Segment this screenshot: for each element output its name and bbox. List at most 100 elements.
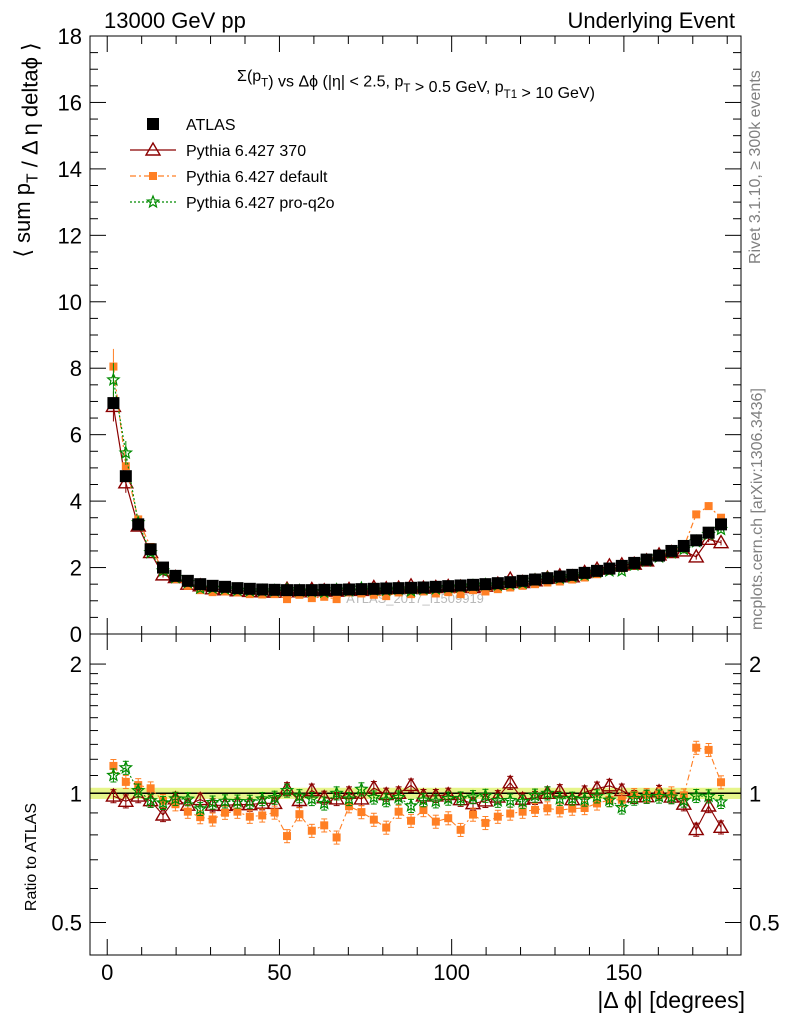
ratio-point — [431, 817, 440, 826]
data-point — [712, 534, 730, 549]
data-point — [208, 588, 217, 597]
ratio-point — [568, 804, 577, 813]
ratio-point — [329, 785, 344, 800]
ratio-point — [527, 787, 543, 802]
ratio-point — [279, 782, 295, 797]
data-point — [332, 595, 341, 604]
ratio-point — [444, 814, 453, 823]
ratio-point — [712, 818, 730, 834]
ratio-point — [192, 801, 208, 816]
data-point — [106, 372, 121, 387]
x-axis-title: |Δ ϕ| [degrees] — [597, 987, 745, 1013]
ratio-y-tick-label-right: 1 — [749, 781, 761, 806]
data-point — [417, 581, 430, 594]
data-point — [367, 582, 380, 595]
data-point — [293, 584, 306, 597]
data-point — [343, 583, 356, 596]
ratio-point — [304, 791, 320, 806]
x-tick-label: 100 — [433, 960, 470, 985]
ratio-point — [357, 808, 366, 817]
ratio-point — [394, 807, 403, 816]
process-label: Underlying Event — [567, 8, 735, 33]
x-tick-label: 150 — [606, 960, 643, 985]
ratio-point — [692, 743, 701, 752]
data-point — [591, 564, 604, 577]
data-point — [690, 534, 703, 547]
ratio-point — [118, 760, 134, 774]
y-tick-label: 0 — [70, 622, 82, 647]
ratio-point — [267, 789, 282, 804]
energy-label: 13000 GeV pp — [104, 8, 246, 33]
ratio-point — [283, 832, 292, 841]
data-point — [181, 574, 194, 587]
data-point — [553, 570, 566, 583]
data-point — [392, 582, 405, 595]
ratio-y-axis-title: Ratio to ATLAS — [23, 803, 40, 911]
ratio-point — [552, 791, 568, 805]
ratio-point — [502, 792, 518, 807]
legend-item: Pythia 6.427 370 — [130, 141, 306, 160]
ratio-point — [407, 816, 416, 825]
ratio-point — [180, 791, 196, 806]
data-point — [665, 544, 678, 557]
ratio-point — [332, 833, 341, 842]
ratio-series-pythia-6-427-pro-q2o — [106, 760, 729, 816]
data-point — [121, 462, 130, 471]
mcplots-label: mcplots.cern.ch [arXiv:1306.3436] — [749, 388, 766, 630]
legend-item: ATLAS — [147, 117, 236, 134]
data-point — [118, 445, 134, 460]
ratio-y-tick-label: 0.5 — [51, 910, 82, 935]
ratio-point — [307, 826, 316, 835]
ratio-point — [688, 821, 705, 836]
ratio-point — [555, 806, 564, 815]
ratio-point — [518, 807, 527, 816]
data-point — [320, 592, 329, 601]
data-point — [407, 590, 416, 599]
ratio-point — [402, 777, 420, 792]
ratio-point — [295, 810, 304, 819]
ratio-point — [233, 807, 242, 816]
ratio-point — [369, 815, 378, 824]
ratio-point — [217, 793, 233, 808]
ratio-y-tick-label-right: 0.5 — [749, 910, 780, 935]
data-point — [194, 578, 207, 591]
ratio-point — [391, 789, 406, 804]
data-point — [429, 580, 442, 593]
ratio-point — [105, 787, 122, 802]
ratio-point — [704, 745, 713, 754]
y-tick-label: 16 — [58, 90, 82, 115]
main-title: Σ(pT) vs Δϕ (|η| < 2.5, pT > 0.5 GeV, pT… — [237, 68, 595, 102]
x-tick-label: 50 — [267, 960, 291, 985]
ratio-point — [713, 794, 729, 809]
ratio-panel: 0.5 0.5 1 1 2 2 0 50 100 150 — [51, 633, 780, 985]
legend-label: Pythia 6.427 pro-q2o — [186, 195, 335, 212]
ratio-point — [155, 795, 171, 810]
legend-marker — [149, 172, 157, 180]
data-point — [516, 574, 529, 587]
data-point — [688, 548, 705, 563]
data-point — [677, 539, 690, 552]
ratio-point — [168, 791, 183, 805]
legend-marker — [144, 141, 162, 156]
ratio-point — [440, 790, 456, 805]
rivet-version-label: Rivet 3.1.10, ≥ 300k events — [747, 70, 764, 264]
ratio-point — [117, 792, 135, 807]
data-point — [355, 583, 368, 596]
data-point — [628, 556, 641, 569]
data-point — [144, 543, 157, 556]
ratio-point — [540, 785, 555, 800]
ratio-point — [378, 792, 394, 807]
data-point — [578, 566, 591, 579]
data-point — [119, 470, 132, 483]
ratio-point — [481, 818, 490, 827]
ratio-point — [270, 808, 279, 817]
rich-text: ⟨ sum pT / Δ η deltaϕ ⟩ — [10, 42, 43, 257]
y-tick-label: 14 — [58, 157, 82, 182]
data-point — [481, 587, 490, 596]
data-point — [132, 518, 145, 531]
ratio-point — [242, 794, 258, 808]
legend-marker — [147, 118, 159, 130]
ratio-point — [353, 790, 370, 805]
ratio-point — [701, 788, 716, 803]
data-point — [157, 561, 170, 574]
